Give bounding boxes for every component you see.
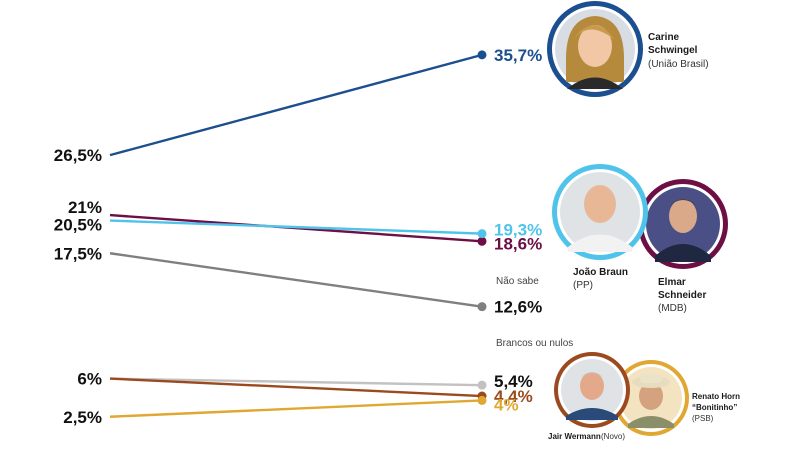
elmar-name-1: Elmar [658, 277, 686, 288]
series-end-point [477, 236, 487, 246]
series-lines [109, 53, 483, 418]
end-value-label: 5,4% [494, 372, 533, 391]
start-value-label: 26,5% [54, 146, 102, 165]
nao-sabe-label: Não sabe [496, 276, 539, 287]
avatar-renato [613, 360, 689, 436]
series-points [477, 50, 487, 405]
series-end-point [477, 229, 487, 239]
end-value-label: 12,6% [494, 298, 542, 317]
series-line [109, 252, 483, 308]
end-value-label: 35,7% [494, 46, 542, 65]
avatar-elmar [638, 179, 728, 269]
series-end-point [477, 50, 487, 60]
start-value-label: 21% [68, 198, 102, 217]
value-labels: 35,7% 26,5% 18,6% 21% 19,3% 20,5% 12,6% 17,5% 5,… [54, 46, 542, 427]
series-end-point [477, 380, 487, 390]
series-line [109, 53, 483, 157]
brancos-label: Brancos ou nulos [496, 338, 573, 349]
renato-name-1: Renato Horn [692, 392, 740, 401]
series-line [109, 219, 483, 235]
joao-party: (PP) [573, 280, 593, 291]
avatar-carine [547, 1, 643, 97]
end-value-label: 4% [494, 395, 519, 414]
avatar-jair [554, 352, 630, 428]
start-value-label: 6% [77, 370, 102, 389]
carine-party: (União Brasil) [648, 59, 709, 70]
renato-name-2: “Bonitinho” [692, 403, 737, 412]
end-value-label: 4,4% [494, 387, 533, 406]
carine-name-1: Carine [648, 32, 680, 43]
end-value-label: 19,3% [494, 221, 542, 240]
series-line [109, 399, 483, 418]
series-line [109, 377, 483, 398]
renato-party: (PSB) [692, 414, 714, 423]
start-value-label: 20,5% [54, 216, 102, 235]
start-value-label: 17,5% [54, 244, 102, 263]
elmar-party: (MDB) [658, 303, 687, 314]
series-end-point [477, 395, 487, 405]
joao-name: João Braun [573, 267, 628, 278]
jair-name: Jair Wermann [548, 432, 601, 441]
jair-party: (Novo) [601, 432, 625, 441]
series-line [109, 377, 483, 387]
series-end-point [477, 302, 487, 312]
elmar-name-2: Schneider [658, 290, 706, 301]
avatar-joao [552, 164, 648, 260]
carine-name-2: Schwingel [648, 45, 698, 56]
end-value-label: 18,6% [494, 234, 542, 253]
start-value-label: 2,5% [63, 408, 102, 427]
